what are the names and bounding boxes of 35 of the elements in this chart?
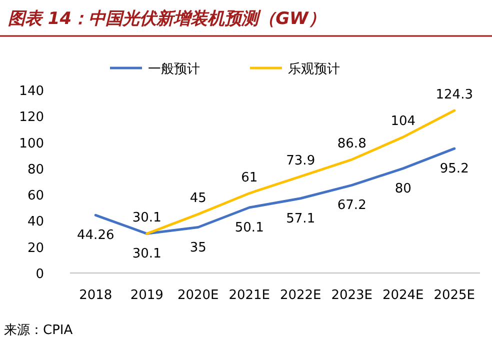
y-tick-label: 120: [19, 110, 44, 126]
data-label: 44.26: [77, 228, 114, 244]
data-label: 35: [190, 240, 206, 256]
data-label: 67.2: [337, 198, 366, 214]
y-tick-label: 40: [27, 214, 44, 230]
x-tick-label: 2022E: [280, 288, 322, 303]
data-label: 61: [241, 170, 258, 186]
data-label: 30.1: [132, 210, 162, 226]
y-tick-label: 60: [27, 188, 44, 204]
x-tick-label: 2024E: [382, 288, 424, 303]
legend-label: 一般预计: [148, 62, 200, 77]
data-label: 104: [390, 114, 416, 130]
x-tick-label: 2020E: [177, 288, 219, 303]
x-tick-label: 2018: [79, 288, 112, 303]
x-tick-label: 2019: [130, 288, 164, 303]
y-tick-label: 20: [27, 240, 44, 256]
x-tick-label: 2023E: [331, 288, 373, 303]
data-label: 50.1: [234, 220, 264, 236]
data-label: 80: [394, 181, 412, 196]
legend-label: 乐观预计: [288, 62, 340, 77]
data-label: 45: [190, 191, 206, 206]
data-label: 30.1: [132, 246, 162, 262]
y-tick-label: 80: [27, 162, 44, 178]
x-tick-label: 2021E: [228, 288, 270, 303]
data-label: 73.9: [286, 153, 316, 168]
data-label: 86.8: [337, 136, 366, 152]
data-label: 95.2: [440, 162, 469, 177]
y-tick-label: 0: [36, 267, 44, 282]
data-label: 124.3: [436, 88, 473, 103]
source-note: 来源：CPIA: [4, 323, 73, 338]
y-tick-label: 100: [19, 136, 44, 152]
x-tick-label: 2025E: [434, 288, 476, 303]
data-label: 57.1: [286, 211, 316, 226]
chart-title: 图表 14：中国光伏新增装机预测（GW）: [8, 9, 326, 29]
y-tick-label: 140: [19, 84, 44, 99]
